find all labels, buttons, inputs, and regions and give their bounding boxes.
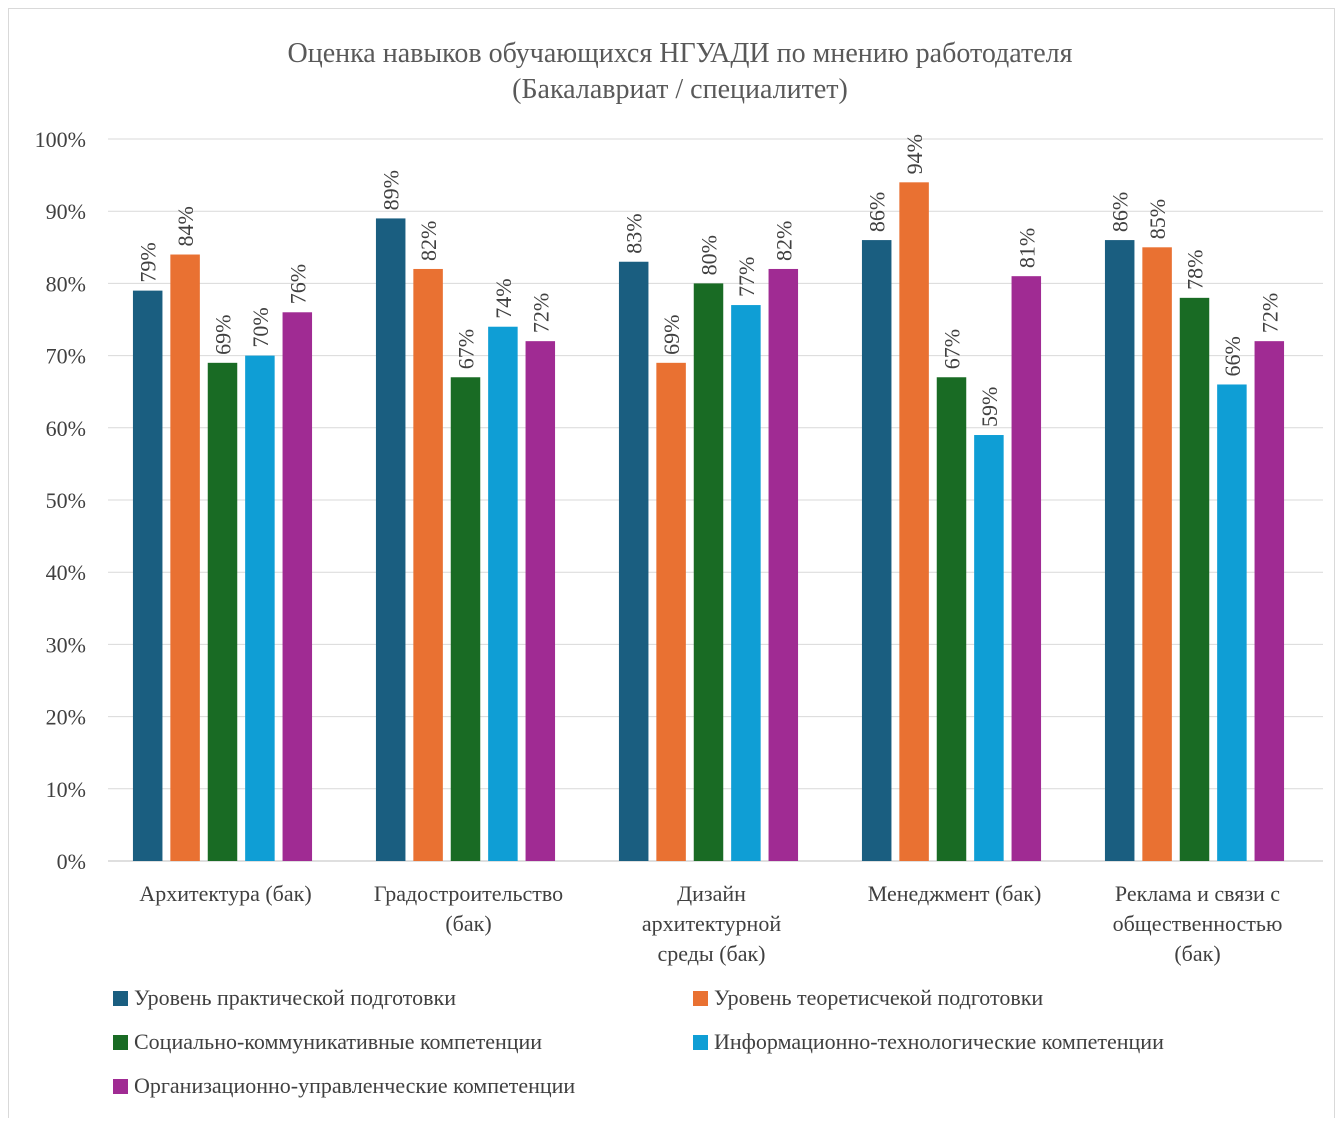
- data-label: 78%: [1183, 250, 1208, 290]
- chart-title: Оценка навыков обучающихся НГУАДИ по мне…: [288, 38, 1073, 105]
- y-tick-label: 20%: [46, 705, 86, 730]
- y-tick-label: 80%: [46, 271, 86, 296]
- data-label: 82%: [771, 221, 796, 261]
- y-tick-label: 90%: [46, 199, 86, 224]
- data-label: 84%: [173, 206, 198, 246]
- x-category-label: Реклама и связи с: [1115, 881, 1280, 906]
- bar: [731, 305, 761, 861]
- y-tick-label: 100%: [35, 127, 86, 152]
- data-label: 85%: [1145, 199, 1170, 239]
- bar: [768, 268, 799, 862]
- bar: [245, 355, 275, 861]
- bar: [207, 362, 238, 861]
- data-label: 67%: [940, 329, 965, 369]
- bars: [132, 182, 1285, 862]
- data-label: 89%: [379, 170, 404, 210]
- data-label: 86%: [865, 192, 890, 232]
- bar: [282, 312, 313, 861]
- data-label: 74%: [491, 278, 516, 318]
- bar: [1011, 276, 1042, 861]
- y-tick-label: 50%: [46, 488, 86, 513]
- x-category-label: среды (бак): [657, 941, 765, 966]
- y-axis-ticks: 0% 10% 20% 30% 40% 50% 60% 70% 80% 90% 100%: [35, 127, 86, 874]
- data-label: 70%: [248, 307, 273, 347]
- data-label: 66%: [1220, 336, 1245, 376]
- bar: [413, 268, 443, 862]
- bar: [974, 435, 1004, 861]
- data-label: 76%: [285, 264, 310, 304]
- data-label: 79%: [136, 242, 161, 282]
- x-category-label: Градостроительство: [374, 881, 563, 906]
- x-category-label: Дизайн: [677, 881, 746, 906]
- data-label: 86%: [1108, 192, 1133, 232]
- data-label: 94%: [902, 134, 927, 174]
- x-category-label: (бак): [1174, 941, 1220, 966]
- data-label: 72%: [528, 293, 553, 333]
- x-category-label: Архитектура (бак): [139, 881, 311, 906]
- bar: [1254, 341, 1285, 861]
- x-category-label: архитектурной: [642, 911, 781, 936]
- bar: [170, 254, 200, 861]
- data-label: 69%: [211, 314, 236, 354]
- bar: [936, 377, 967, 861]
- y-tick-label: 10%: [46, 777, 86, 802]
- x-axis-categories: Архитектура (бак) Градостроительство (бак)…: [139, 881, 1282, 966]
- data-label: 59%: [977, 387, 1002, 427]
- y-tick-label: 40%: [46, 560, 86, 585]
- chart-title-line: Оценка навыков обучающихся НГУАДИ по мне…: [288, 38, 1073, 69]
- data-label: 69%: [659, 314, 684, 354]
- data-label: 80%: [697, 235, 722, 275]
- data-label: 77%: [734, 257, 759, 297]
- bar: [450, 377, 481, 861]
- bar: [618, 261, 649, 861]
- bar: [1217, 384, 1247, 861]
- x-category-label: Менеджмент (бак): [868, 881, 1042, 906]
- data-label: 82%: [416, 221, 441, 261]
- bar: [693, 283, 724, 861]
- bar: [375, 218, 406, 862]
- data-label: 81%: [1014, 228, 1039, 268]
- bar: [899, 182, 929, 861]
- x-category-label: (бак): [445, 911, 491, 936]
- y-tick-label: 0%: [57, 849, 86, 874]
- data-labels: 79% 84% 69% 70% 76% 89% 82% 67% 74% 72% 83% 69% 80% 7…: [136, 134, 1283, 427]
- bar: [525, 341, 556, 861]
- y-tick-label: 70%: [46, 344, 86, 369]
- bar: [488, 326, 518, 862]
- bar: [1142, 247, 1172, 862]
- bar: [1179, 297, 1210, 862]
- y-tick-label: 60%: [46, 416, 86, 441]
- data-label: 72%: [1257, 293, 1282, 333]
- data-label: 67%: [454, 329, 479, 369]
- chart-title-line: (Бакалавриат / специалитет): [512, 74, 848, 105]
- data-label: 83%: [622, 213, 647, 253]
- bar: [861, 240, 892, 861]
- bar: [656, 362, 686, 861]
- x-category-label: общественностью: [1113, 911, 1283, 936]
- y-tick-label: 30%: [46, 632, 86, 657]
- bar: [132, 290, 163, 861]
- bar: [1104, 240, 1135, 861]
